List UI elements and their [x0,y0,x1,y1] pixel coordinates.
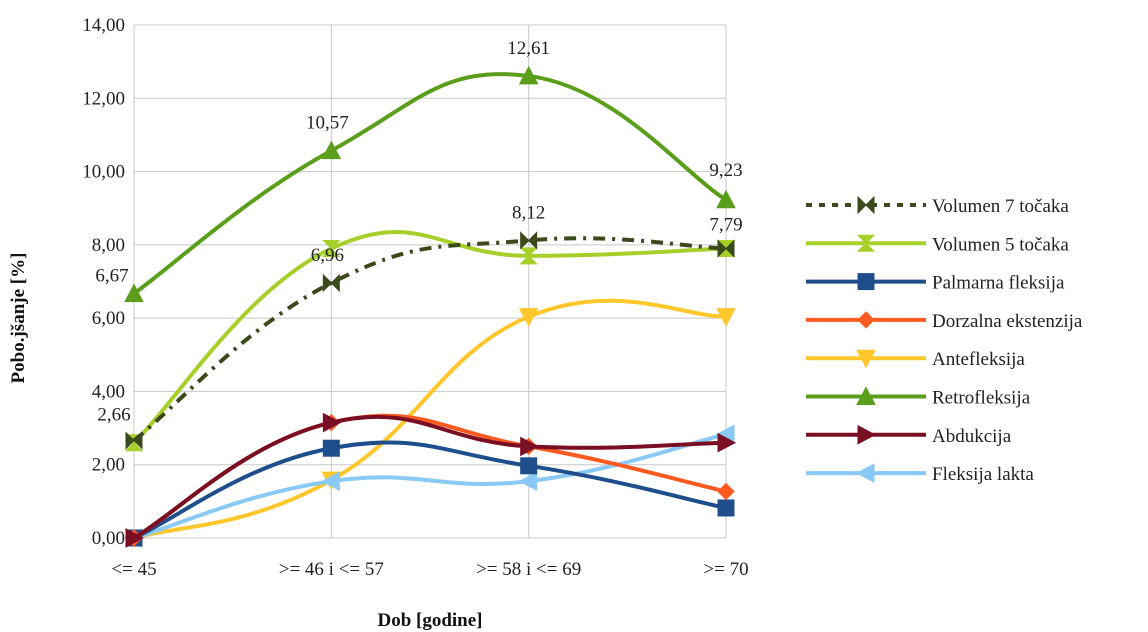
data-point [322,439,340,457]
data-point [321,140,342,160]
data-labels: 6,67 2,66 10,57 6,96 12,61 8,12 9,23 7,79 [95,38,742,426]
legend-item-fleksija-lakta: Fleksija lakta [806,463,1034,485]
legend-label: Abdukcija [932,426,1012,447]
data-point [125,528,145,548]
x-tick-label: >= 70 [703,559,748,580]
y-axis-ticks: 0,00 2,00 4,00 6,00 8,00 10,00 12,00 14,00 [82,15,125,549]
y-tick-label: 6,00 [92,308,125,329]
x-tick-label: <= 45 [111,559,156,580]
y-tick-label: 0,00 [92,528,125,549]
x-axis-ticks: <= 45 >= 46 i <= 57 >= 58 i <= 69 >= 70 [111,559,748,580]
data-point [717,432,737,453]
series-volumen-7-tocaka [125,231,735,450]
y-tick-label: 2,00 [92,455,125,476]
y-tick-label: 14,00 [82,15,125,36]
legend-item-volumen-7-tocaka: Volumen 7 točaka [806,195,1069,217]
x-axis-title: Dob [godine] [377,610,482,631]
y-tick-label: 10,00 [82,162,125,183]
data-point [717,482,735,501]
legend-item-dorzalna-ekstenzija: Dorzalna ekstenzija [806,311,1083,332]
legend-item-palmarna-fleksija: Palmarna fleksija [806,273,1065,294]
x-tick-label: >= 58 i <= 69 [476,559,581,580]
legend-marker [857,195,875,215]
legend-marker [856,234,876,252]
data-point [520,231,538,250]
series-line [132,440,728,540]
legend-marker [857,273,875,291]
data-label: 6,96 [311,245,344,266]
data-point [518,471,538,492]
data-point [321,471,340,492]
legend-marker [856,349,876,369]
data-point [518,65,539,85]
data-point [716,189,736,209]
series-volumen-5-tocaka [124,230,736,452]
legend-label: Dorzalna ekstenzija [932,311,1083,332]
data-point [322,412,342,433]
series-line [132,230,728,445]
legend-item-antefleksija: Antefleksija [806,349,1025,370]
series-line [132,432,728,540]
legend-label: Retrofleksija [932,388,1031,409]
series-line [132,72,728,296]
data-point [322,240,341,258]
data-label: 9,23 [709,160,742,181]
legend-label: Palmarna fleksija [932,273,1065,294]
data-point [518,308,539,327]
data-label: 10,57 [306,113,349,134]
data-point [520,436,539,457]
legend: Volumen 7 točaka Volumen 5 točaka Palmarna… [806,195,1083,485]
data-point [716,308,736,327]
legend-item-abdukcija: Abdukcija [806,424,1012,447]
y-tick-label: 8,00 [92,235,125,256]
legend-marker [856,386,876,405]
legend-label: Volumen 5 točaka [932,234,1069,255]
data-label: 12,61 [507,38,550,59]
data-label: 2,66 [97,405,130,426]
series-fleksija-lakta [123,424,735,548]
data-point [124,283,144,303]
legend-marker [857,424,877,445]
data-point [717,239,735,258]
data-point [125,431,143,450]
legend-item-volumen-5-tocaka: Volumen 5 točaka [806,234,1069,255]
series-line [132,298,728,540]
legend-marker [855,463,875,483]
series-line [132,414,728,540]
x-tick-label: >= 46 i <= 57 [279,559,384,580]
series-layer [123,65,737,549]
series-retrofleksija [124,65,736,303]
data-point [717,499,735,517]
legend-marker [857,311,875,329]
data-point [520,457,538,475]
data-label: 7,79 [709,215,742,236]
data-label: 8,12 [512,202,545,223]
series-abdukcija [125,412,737,548]
data-label: 6,67 [95,266,128,287]
legend-label: Fleksija lakta [932,464,1034,485]
y-tick-label: 12,00 [82,88,125,109]
data-point [322,273,340,293]
y-tick-label: 4,00 [92,381,125,402]
legend-label: Antefleksija [932,349,1025,370]
legend-item-retrofleksija: Retrofleksija [806,386,1031,409]
legend-label: Volumen 7 točaka [932,196,1069,217]
y-axis-title: Pobo.jšanje [%] [8,253,29,384]
